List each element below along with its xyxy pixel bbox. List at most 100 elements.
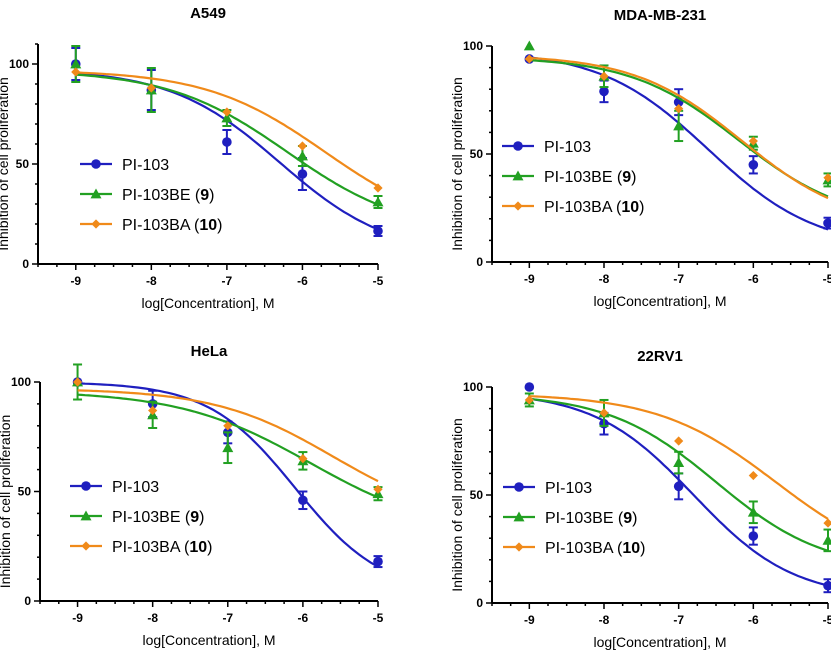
legend-label-paren: ) bbox=[631, 169, 636, 186]
data-point bbox=[298, 495, 308, 506]
legend-label-number: 9 bbox=[200, 187, 209, 204]
x-tick-label: -7 bbox=[673, 613, 684, 627]
data-point bbox=[748, 470, 758, 481]
y-tick-label: 50 bbox=[16, 157, 30, 171]
legend-marker bbox=[514, 482, 524, 492]
data-point bbox=[297, 169, 308, 179]
x-tick-label: -6 bbox=[748, 272, 759, 286]
data-point bbox=[748, 160, 759, 170]
data-point bbox=[221, 112, 233, 123]
legend-label: PI-103BA (10) bbox=[545, 540, 646, 557]
legend-marker bbox=[91, 219, 101, 229]
legend-label-number: 9 bbox=[622, 169, 631, 186]
legend-label: PI-103BA (10) bbox=[112, 539, 213, 556]
legend-label: PI-103 bbox=[112, 479, 159, 496]
series-3 bbox=[72, 377, 383, 494]
data-point bbox=[70, 58, 82, 69]
series-3 bbox=[524, 395, 831, 528]
legend-marker bbox=[514, 542, 524, 552]
legend-label: PI-103 bbox=[122, 157, 169, 174]
legend-marker bbox=[513, 201, 523, 211]
legend-marker bbox=[513, 511, 525, 522]
series-2 bbox=[70, 45, 384, 209]
data-point bbox=[222, 442, 234, 453]
legend-label-number: 9 bbox=[623, 510, 632, 527]
data-point bbox=[748, 531, 759, 541]
fit-curve bbox=[529, 56, 829, 200]
data-point bbox=[373, 183, 383, 193]
series-3 bbox=[524, 54, 831, 200]
data-point bbox=[523, 40, 535, 51]
legend-label-text: PI-103 bbox=[112, 479, 159, 496]
x-tick-label: -5 bbox=[373, 274, 384, 288]
data-point bbox=[373, 556, 383, 567]
x-tick-label: -8 bbox=[599, 272, 610, 286]
x-tick-label: -5 bbox=[373, 611, 384, 625]
data-point bbox=[673, 120, 685, 131]
y-tick-label: 50 bbox=[470, 147, 484, 161]
legend-label-text: PI-103BA ( bbox=[122, 217, 200, 234]
y-tick-label: 0 bbox=[476, 596, 483, 610]
data-point bbox=[674, 104, 684, 114]
x-tick-label: -5 bbox=[823, 272, 831, 286]
legend-label-text: PI-103 bbox=[544, 139, 591, 156]
legend-label: PI-103BE (9) bbox=[545, 510, 638, 527]
x-tick-label: -8 bbox=[147, 611, 158, 625]
chart-panel-2: MDA-MB-231 0 50 100 -9 -8 -7 -6 -5 log[Concentrat… bbox=[449, 7, 831, 309]
x-tick-label: -9 bbox=[72, 611, 83, 625]
data-point bbox=[222, 107, 232, 117]
x-tick-label: -6 bbox=[748, 613, 759, 627]
legend-label-paren: ) bbox=[217, 217, 222, 234]
data-point bbox=[524, 382, 535, 392]
y-tick-label: 50 bbox=[470, 488, 484, 502]
legend-label-number: 10 bbox=[621, 199, 639, 216]
legend-label-paren: ) bbox=[199, 509, 204, 526]
data-point bbox=[822, 534, 831, 545]
data-point bbox=[296, 150, 308, 161]
chart-title: 22RV1 bbox=[637, 348, 683, 365]
legend-label-text: PI-103BA ( bbox=[544, 199, 622, 216]
x-axis-label: log[Concentration], M bbox=[593, 634, 726, 650]
y-axis-label: Inhibition of cell proliferation bbox=[0, 77, 11, 251]
legend-label-number: 10 bbox=[199, 217, 217, 234]
y-tick-label: 0 bbox=[22, 257, 29, 271]
data-point bbox=[599, 71, 609, 81]
x-axis-label: log[Concentration], M bbox=[142, 632, 275, 648]
data-point bbox=[373, 226, 383, 236]
chart-title: MDA-MB-231 bbox=[614, 7, 707, 24]
y-tick-label: 100 bbox=[463, 39, 483, 53]
x-tick-label: -7 bbox=[222, 274, 233, 288]
legend-label-paren: ) bbox=[209, 187, 214, 204]
legend-label-number: 10 bbox=[189, 539, 207, 556]
x-tick-label: -9 bbox=[524, 613, 535, 627]
y-tick-label: 0 bbox=[476, 255, 483, 269]
y-tick-label: 100 bbox=[9, 57, 29, 71]
fit-curve bbox=[75, 71, 379, 188]
fit-curve bbox=[529, 395, 829, 520]
data-point bbox=[823, 518, 831, 528]
legend-label: PI-103BE (9) bbox=[544, 169, 637, 186]
data-point bbox=[823, 173, 831, 183]
legend-label-text: PI-103BE ( bbox=[544, 169, 623, 186]
fit-curve bbox=[77, 389, 379, 483]
x-axis-label: log[Concentration], M bbox=[593, 293, 726, 309]
y-tick-label: 50 bbox=[18, 485, 32, 499]
legend-label-text: PI-103BA ( bbox=[545, 540, 623, 557]
series-2 bbox=[523, 392, 831, 553]
data-point bbox=[674, 436, 684, 446]
data-point bbox=[222, 137, 232, 147]
data-point bbox=[823, 218, 831, 228]
chart-panel-3: HeLa 0 50 100 -9 -8 -7 -6 -5 log[Concentration], … bbox=[0, 343, 384, 648]
y-tick-label: 100 bbox=[463, 380, 483, 394]
legend-label-number: 9 bbox=[190, 509, 199, 526]
legend-marker bbox=[91, 159, 101, 169]
legend: PI-103 PI-103BE (9) PI-103BA (10) bbox=[502, 139, 645, 216]
y-tick-label: 0 bbox=[24, 594, 31, 608]
legend-marker bbox=[512, 170, 524, 181]
legend-label-text: PI-103BA ( bbox=[112, 539, 190, 556]
y-tick-label: 100 bbox=[11, 375, 31, 389]
